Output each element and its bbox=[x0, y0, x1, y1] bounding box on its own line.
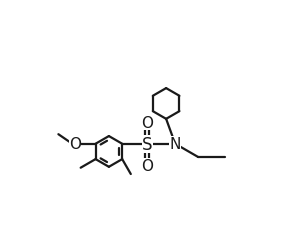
Text: N: N bbox=[170, 137, 181, 152]
Text: O: O bbox=[69, 137, 81, 152]
Text: O: O bbox=[141, 115, 153, 130]
Text: S: S bbox=[142, 135, 153, 153]
Text: O: O bbox=[141, 158, 153, 173]
